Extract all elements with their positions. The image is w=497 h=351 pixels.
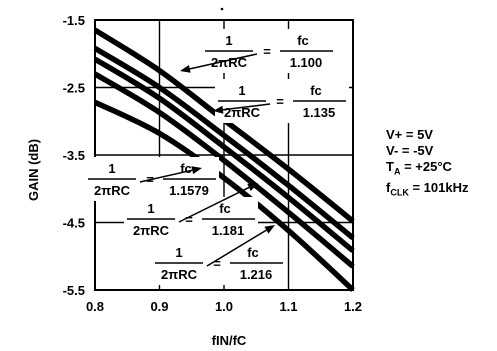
label-value: 1.1579 — [169, 183, 209, 198]
series-line — [93, 45, 355, 241]
plot-frame — [94, 19, 354, 291]
label-numerator: 1 — [175, 245, 182, 260]
curve-labels: 1 2πRC = fc 1.100 1 2πRC = fc 1.135 1 2πRC = fc 1.1579… — [85, 29, 349, 285]
leader-arrowhead — [191, 166, 202, 175]
x-axis-title: fIN/fC — [212, 333, 247, 348]
stray-dot-mark — [220, 7, 224, 11]
y-tick-label: -1.5 — [63, 13, 85, 28]
leader-line — [222, 103, 271, 111]
x-tick-labels: 0.8 0.9 1.0 1.1 1.2 — [86, 299, 362, 314]
condition-vplus: V+ = 5V — [386, 127, 433, 142]
x-tick-label: 1.1 — [279, 299, 297, 314]
leader-arrowhead — [264, 225, 275, 234]
label-value: 1.181 — [212, 223, 245, 238]
y-tick-label: -4.5 — [63, 216, 85, 231]
label-fc: fc — [297, 33, 309, 48]
x-tick-label: 1.0 — [215, 299, 233, 314]
label-fc: fc — [310, 83, 322, 98]
series-line — [93, 99, 355, 293]
x-tick-label: 1.2 — [344, 299, 362, 314]
leader-line — [206, 229, 267, 267]
series-line — [93, 56, 355, 253]
series-line — [93, 71, 355, 269]
leader-arrowhead — [180, 64, 191, 73]
condition-clock: fCLK = 101kHz — [386, 179, 469, 198]
label-denominator: 2πRC — [133, 223, 170, 238]
label-value: 1.100 — [290, 55, 323, 70]
y-axis-title: GAIN (dB) — [26, 139, 41, 201]
label-numerator: 1 — [108, 161, 115, 176]
y-tick-labels: -1.5 -2.5 -3.5 -4.5 -5.5 — [63, 13, 85, 298]
label-equals: = — [263, 44, 271, 59]
condition-temperature: TA = +25°C — [386, 159, 452, 177]
leader-arrowhead — [247, 183, 258, 192]
operating-conditions: V+ = 5V V- = -5V TA = +25°C fCLK = 101kH… — [386, 127, 468, 200]
label-fc: fc — [219, 201, 231, 216]
label-fc: fc — [247, 245, 259, 260]
label-equals: = — [213, 256, 221, 271]
y-tick-label: -2.5 — [63, 81, 85, 96]
label-fc: fc — [180, 161, 192, 176]
curve-label: 1 2πRC = fc 1.181 — [124, 183, 258, 241]
y-tick-label: -3.5 — [63, 148, 85, 163]
leader-line — [139, 169, 193, 183]
label-numerator: 1 — [238, 83, 245, 98]
label-value: 1.135 — [303, 105, 336, 120]
x-tick-label: 0.9 — [150, 299, 168, 314]
label-equals: = — [276, 94, 284, 109]
curve-label: 1 2πRC = fc 1.216 — [152, 225, 286, 285]
label-value: 1.216 — [240, 267, 273, 282]
x-tick-label: 0.8 — [86, 299, 104, 314]
condition-vminus: V- = -5V — [386, 143, 434, 158]
label-denominator: 2πRC — [94, 183, 131, 198]
y-tick-label: -5.5 — [63, 283, 85, 298]
label-numerator: 1 — [147, 201, 154, 216]
leader-line — [189, 53, 258, 70]
label-numerator: 1 — [225, 33, 232, 48]
leader-arrowhead — [213, 105, 224, 114]
label-denominator: 2πRC — [161, 267, 198, 282]
label-equals: = — [185, 212, 193, 227]
leader-line — [178, 186, 250, 223]
